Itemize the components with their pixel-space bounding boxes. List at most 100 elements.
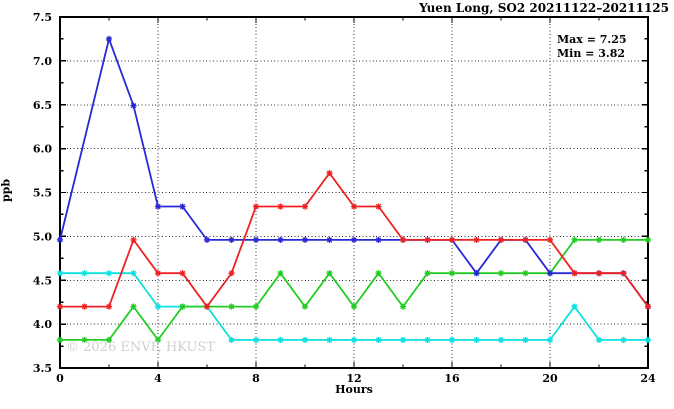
y-axis-label: ppb bbox=[0, 178, 13, 203]
y-tick-label: 5.0 bbox=[33, 230, 52, 243]
series-cyan-marker bbox=[105, 270, 113, 277]
series-red-marker bbox=[203, 303, 211, 310]
series-green-marker bbox=[277, 270, 284, 277]
series-red-marker bbox=[326, 170, 333, 177]
tick-labels: 0 4 8 12 16 20 24 3.5 4.0 4.5 5.0 5.5 6.0 6.5 7.0 7.5 bbox=[33, 11, 656, 385]
series-red-marker bbox=[179, 270, 186, 277]
series-cyan-marker bbox=[448, 336, 456, 344]
series-red-marker bbox=[571, 270, 578, 277]
series-green-marker bbox=[375, 270, 382, 277]
series-green-marker bbox=[424, 270, 431, 277]
series-cyan-marker bbox=[81, 270, 88, 277]
series-red-marker bbox=[399, 236, 407, 243]
series-red-marker bbox=[448, 236, 456, 243]
series-red-marker bbox=[130, 236, 137, 243]
series-green-marker bbox=[228, 303, 235, 310]
series-cyan-marker bbox=[546, 336, 554, 344]
gridlines bbox=[60, 17, 648, 368]
series-green-marker bbox=[448, 270, 456, 277]
series-cyan-marker bbox=[56, 270, 64, 277]
series-blue-marker bbox=[105, 35, 113, 43]
x-tick-label: 24 bbox=[640, 372, 656, 385]
series-blue bbox=[56, 35, 652, 310]
series-red-marker bbox=[81, 303, 88, 310]
series-cyan-marker bbox=[228, 336, 235, 344]
series-green-marker bbox=[105, 336, 113, 344]
series-green bbox=[56, 236, 652, 344]
series-blue-marker bbox=[56, 236, 64, 243]
series-cyan-marker bbox=[497, 336, 505, 344]
series-red-marker bbox=[620, 270, 627, 277]
series-red-marker bbox=[301, 203, 309, 210]
series-red-marker bbox=[595, 270, 603, 277]
series-green-marker bbox=[620, 236, 627, 243]
y-tick-label: 6.5 bbox=[33, 99, 52, 112]
series-cyan-marker bbox=[644, 336, 652, 344]
series-cyan-marker bbox=[620, 336, 627, 344]
series-cyan-marker bbox=[424, 336, 431, 344]
series-blue-marker bbox=[179, 203, 186, 210]
y-tick-label: 4.0 bbox=[33, 318, 52, 331]
series-cyan-marker bbox=[252, 336, 260, 344]
series-red-marker bbox=[277, 203, 284, 210]
series-green-marker bbox=[130, 303, 137, 310]
series-cyan-marker bbox=[277, 336, 284, 344]
series-red-marker bbox=[497, 236, 505, 243]
series-green-marker bbox=[497, 270, 505, 277]
series-cyan-marker bbox=[399, 336, 407, 344]
y-tick-label: 5.5 bbox=[33, 187, 52, 200]
series-red-marker bbox=[350, 203, 358, 210]
series-red-marker bbox=[252, 203, 260, 210]
series-blue-marker bbox=[326, 236, 333, 243]
series-red-marker bbox=[375, 203, 382, 210]
series-blue-marker bbox=[473, 270, 480, 277]
series-green-marker bbox=[595, 236, 603, 243]
series-red-marker bbox=[228, 270, 235, 277]
series-green-marker bbox=[350, 303, 358, 310]
series-blue-marker bbox=[375, 236, 382, 243]
series-cyan-marker bbox=[595, 336, 603, 344]
series-red-marker bbox=[473, 236, 480, 243]
series-green-marker bbox=[399, 303, 407, 310]
stats-box: Max = 7.25 Min = 3.82 bbox=[557, 33, 627, 61]
y-tick-label: 7.0 bbox=[33, 55, 52, 68]
max-value-label: Max = 7.25 bbox=[557, 33, 627, 46]
series-red bbox=[56, 170, 652, 310]
series-red-marker bbox=[154, 270, 162, 277]
series-green-marker bbox=[252, 303, 260, 310]
min-value-label: Min = 3.82 bbox=[557, 47, 626, 60]
y-tick-label: 3.5 bbox=[33, 362, 52, 375]
series-blue-marker bbox=[277, 236, 284, 243]
series-green-marker bbox=[522, 270, 529, 277]
y-tick-label: 4.5 bbox=[33, 274, 52, 287]
series-blue-marker bbox=[130, 102, 137, 109]
series-blue-marker bbox=[546, 270, 554, 277]
series-cyan-marker bbox=[473, 336, 480, 344]
series-blue-marker bbox=[154, 203, 162, 210]
series-green-marker bbox=[56, 336, 64, 344]
series-green-marker bbox=[81, 336, 88, 344]
series-green-marker bbox=[179, 303, 186, 310]
series-red-marker bbox=[522, 236, 529, 243]
series-green-marker bbox=[571, 236, 578, 243]
x-tick-label: 0 bbox=[56, 372, 64, 385]
series-cyan-marker bbox=[350, 336, 358, 344]
series-blue-marker bbox=[203, 236, 211, 243]
x-tick-label: 20 bbox=[542, 372, 558, 385]
series-red-marker bbox=[546, 236, 554, 243]
series-cyan-marker bbox=[522, 336, 529, 344]
x-axis-label: Hours bbox=[335, 383, 373, 396]
series-red-marker bbox=[105, 303, 113, 310]
series-cyan-marker bbox=[375, 336, 382, 344]
series-blue-marker bbox=[252, 236, 260, 243]
series-blue-line bbox=[59, 35, 649, 308]
chart-title: Yuen Long, SO2 20211122–20211125 bbox=[419, 1, 669, 15]
series-red-marker bbox=[424, 236, 431, 243]
series-cyan-marker bbox=[571, 303, 578, 310]
series-blue-marker bbox=[301, 236, 309, 243]
watermark: © 2026 ENVF, HKUST bbox=[66, 340, 215, 355]
x-tick-label: 16 bbox=[444, 372, 460, 385]
axis-ticks bbox=[59, 16, 649, 369]
